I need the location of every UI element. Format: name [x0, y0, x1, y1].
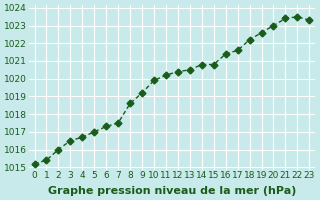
X-axis label: Graphe pression niveau de la mer (hPa): Graphe pression niveau de la mer (hPa) — [48, 186, 296, 196]
